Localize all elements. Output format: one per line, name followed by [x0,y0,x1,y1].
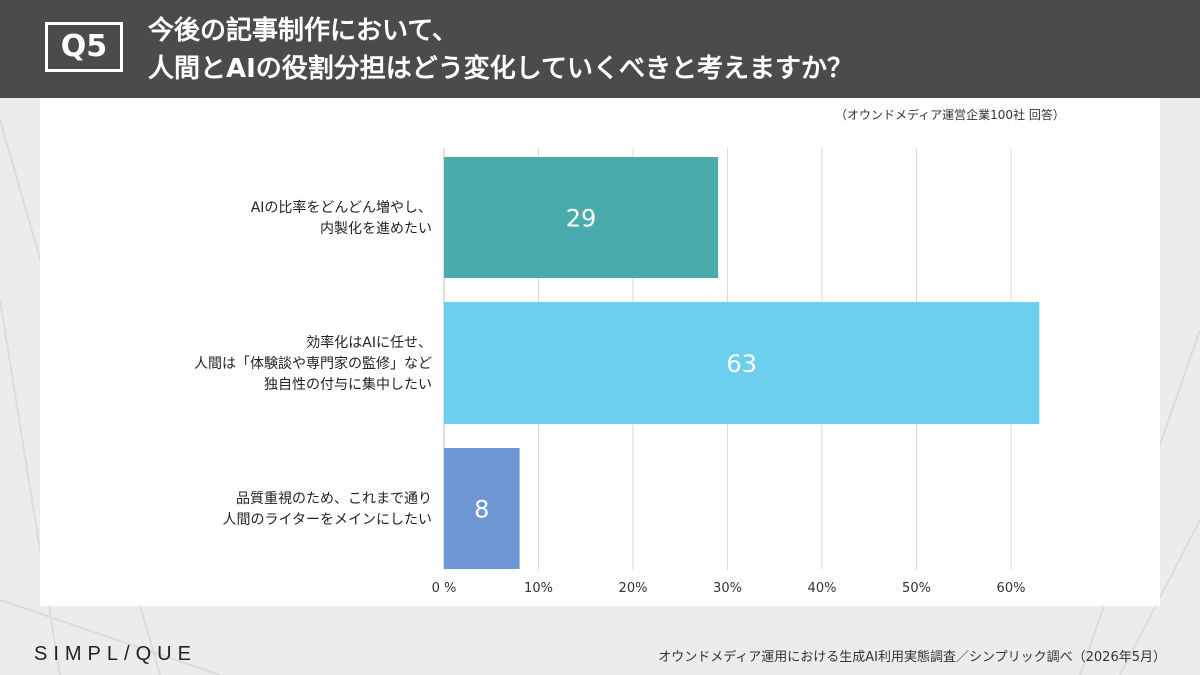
x-tick-label: 10% [524,581,553,596]
bar-value-label: 8 [474,496,489,524]
bar-value-label: 29 [566,205,597,233]
brand-logo: SIMPL/QUE [34,643,197,665]
x-tick-label: 30% [713,581,742,596]
title-line-2: 人間とAIの役割分担はどう変化していくべきと考えますか？ [148,54,854,84]
category-label: 内製化を進めたい [320,221,432,237]
category-label: 品質重視のため、これまで通り [236,491,432,507]
respondents-note: （オウンドメディア運営企業100社 回答） [835,108,1065,122]
category-label: 人間のライターをメインにしたい [223,512,432,528]
bar-value-label: 63 [726,350,757,378]
category-label: 効率化はAIに任せ、 [306,334,432,351]
x-tick-label: 60% [997,581,1026,596]
x-tick-label: 40% [808,581,837,596]
category-label: 独自性の付与に集中したい [264,376,432,393]
source-note: オウンドメディア運用における生成AI利用実態調査／シンプリック調べ（2026年5… [658,650,1166,665]
header-bar: Q5 今後の記事制作において、 人間とAIの役割分担はどう変化していくべきと考え… [0,0,1200,98]
bar [444,448,520,569]
bar [444,302,1040,424]
x-tick-label: 20% [619,581,648,596]
category-label: AIの比率をどんどん増やし、 [251,199,432,216]
question-badge: Q5 [45,22,123,72]
title-line-1: 今後の記事制作において、 [148,16,458,46]
x-tick-label: 0 % [432,581,457,596]
page-title: 今後の記事制作において、 人間とAIの役割分担はどう変化していくべきと考えますか… [148,12,853,88]
bar [444,157,719,278]
x-tick-label: 50% [902,581,931,596]
category-label: 人間は「体験談や専門家の監修」など [194,355,432,372]
